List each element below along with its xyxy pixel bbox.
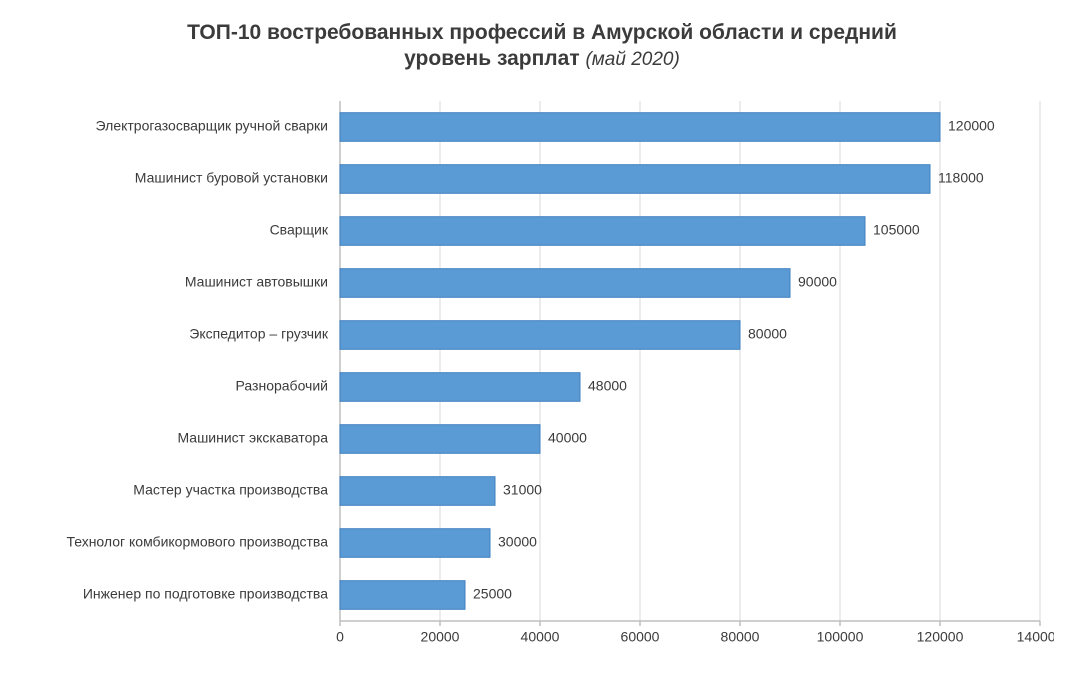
value-label: 48000 (588, 377, 627, 393)
x-tick-label: 100000 (817, 628, 864, 644)
value-label: 105000 (873, 221, 920, 237)
chart-container: ТОП-10 востребованных профессий в Амурск… (0, 0, 1084, 675)
bar (340, 476, 495, 505)
bar (340, 320, 740, 349)
category-label: Мастер участка производства (133, 481, 328, 497)
category-label: Экспедитор – грузчик (189, 325, 329, 341)
value-label: 30000 (498, 533, 537, 549)
x-tick-label: 0 (336, 628, 344, 644)
x-tick-label: 140000 (1017, 628, 1054, 644)
x-tick-label: 120000 (917, 628, 964, 644)
x-tick-label: 20000 (421, 628, 460, 644)
value-label: 90000 (798, 273, 837, 289)
value-label: 31000 (503, 481, 542, 497)
bar (340, 580, 465, 609)
category-label: Разнорабочий (236, 377, 328, 393)
chart-title-line2-prefix: уровень зарплат (404, 47, 585, 70)
value-label: 118000 (938, 169, 984, 185)
category-label: Машинист автовышки (185, 273, 328, 289)
bar (340, 528, 490, 557)
chart-plot-area: 0 20000 40000 60000 80000 100000 120000 140000 Э… (30, 91, 1054, 656)
chart-svg: 0 20000 40000 60000 80000 100000 120000 140000 Э… (30, 91, 1054, 656)
category-label: Сварщик (270, 221, 329, 237)
x-tick-label: 40000 (521, 628, 560, 644)
bar (340, 372, 580, 401)
category-label: Машинист экскаватора (177, 429, 328, 445)
category-label: Электрогазосварщик ручной сварки (96, 117, 328, 133)
bar (340, 112, 940, 141)
value-label: 120000 (948, 117, 995, 133)
chart-title-line1: ТОП-10 востребованных профессий в Амурск… (30, 20, 1054, 46)
bar (340, 164, 930, 193)
category-label: Машинист буровой установки (135, 169, 328, 185)
category-label: Инженер по подготовке производства (83, 585, 328, 601)
bar (340, 216, 865, 245)
x-tick-label: 80000 (721, 628, 760, 644)
category-label: Технолог комбикормового производства (66, 533, 328, 549)
chart-title-sub: (май 2020) (585, 49, 679, 70)
bar (340, 424, 540, 453)
value-label: 80000 (748, 325, 787, 341)
value-label: 25000 (473, 585, 512, 601)
chart-title-line2: уровень зарплат (май 2020) (30, 46, 1054, 72)
chart-title: ТОП-10 востребованных профессий в Амурск… (30, 20, 1054, 73)
bar (340, 268, 790, 297)
x-tick-label: 60000 (621, 628, 660, 644)
value-label: 40000 (548, 429, 587, 445)
